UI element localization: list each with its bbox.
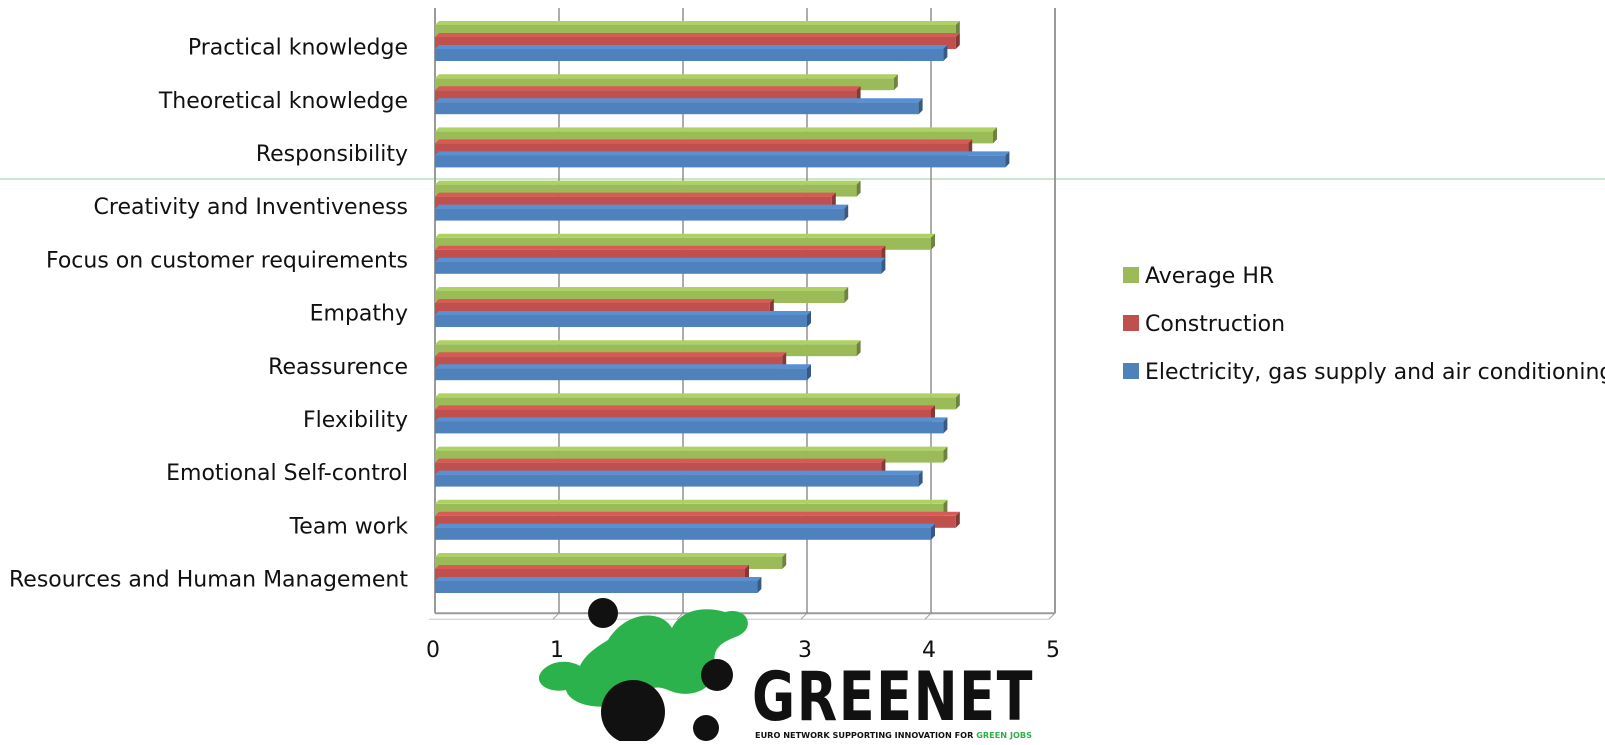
bar <box>435 470 923 487</box>
logo-blob-icon <box>538 598 748 744</box>
category-label: Responsibility <box>256 142 408 167</box>
gridline-foot <box>800 612 808 620</box>
x-tick-label: 5 <box>1046 638 1060 663</box>
legend: Average HR Construction Electricity, gas s… <box>1123 264 1605 385</box>
legend-label: Construction <box>1145 312 1285 337</box>
bar <box>435 204 849 221</box>
category-label: Team work <box>289 514 409 539</box>
legend-label: Electricity, gas supply and air conditio… <box>1145 360 1605 385</box>
category-label: Theoretical knowledge <box>158 89 408 114</box>
bar <box>435 417 948 434</box>
legend-swatch <box>1123 363 1139 379</box>
logo-tagline: EURO NETWORK SUPPORTING INNOVATION FOR G… <box>755 731 1032 740</box>
bar <box>435 577 762 593</box>
category-label: Creativity and Inventiveness <box>94 195 408 220</box>
category-label: Practical knowledge <box>188 36 408 61</box>
legend-swatch <box>1123 267 1139 283</box>
bars <box>435 21 1010 593</box>
x-tick-label: 1 <box>550 638 564 663</box>
x-tick-label: 3 <box>798 638 812 663</box>
gridline-foot <box>552 612 560 620</box>
bar <box>435 151 1010 168</box>
legend-item: Electricity, gas supply and air conditio… <box>1123 360 1605 385</box>
bar <box>435 311 811 327</box>
bar <box>435 523 935 540</box>
greenet-logo: GREENET EURO NETWORK SUPPORTING INNOVATI… <box>538 598 1034 744</box>
legend-item: Average HR <box>1123 264 1274 289</box>
logo-wordmark: GREENET <box>752 658 1034 737</box>
category-label: Empathy <box>310 302 408 327</box>
bar <box>435 45 948 61</box>
gridline-foot <box>924 612 932 620</box>
gridline-foot <box>1048 612 1056 620</box>
bar <box>435 364 811 381</box>
legend-label: Average HR <box>1145 264 1274 289</box>
gridline-foot <box>676 612 684 620</box>
x-tick-label: 0 <box>426 638 440 663</box>
category-label: Emotional Self-control <box>166 461 408 486</box>
category-label: Reassurence <box>268 355 408 380</box>
category-label: Resources and Human Management <box>9 568 408 593</box>
x-tick-labels: 012345 <box>426 638 1060 663</box>
bar <box>435 257 886 274</box>
category-labels: Practical knowledge Theoretical knowledge… <box>9 36 408 593</box>
category-label: Flexibility <box>303 408 408 433</box>
legend-item: Construction <box>1123 312 1285 337</box>
bar <box>435 98 923 115</box>
legend-swatch <box>1123 315 1139 331</box>
x-tick-label: 4 <box>922 638 936 663</box>
category-label: Focus on customer requirements <box>46 248 408 273</box>
